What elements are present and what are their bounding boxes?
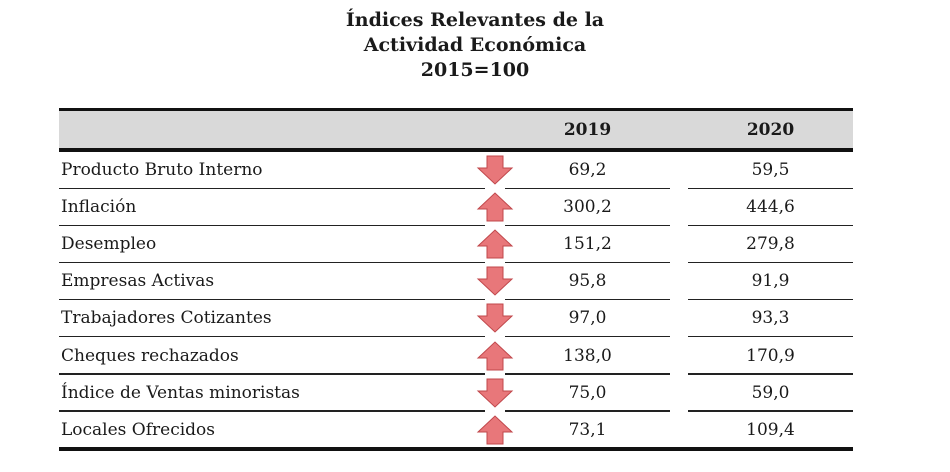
row-divider (59, 224, 485, 227)
row-label: Cheques rechazados (61, 345, 239, 366)
value-2020: 444,6 (746, 197, 795, 218)
value-2019: 73,1 (568, 419, 607, 440)
value-2019: 95,8 (568, 271, 607, 292)
row-divider (59, 373, 485, 375)
table-header: 2019 2020 (59, 111, 853, 149)
row-divider (505, 298, 670, 301)
row-label: Índice de Ventas minoristas (61, 382, 300, 403)
arrow-up-icon (475, 228, 515, 260)
value-2020: 91,9 (751, 271, 790, 292)
table-bottom-rule (59, 447, 853, 451)
row-divider (505, 224, 670, 227)
table-row: Índice de Ventas minoristas 75,0 59,0 (0, 375, 950, 412)
row-label: Inflación (61, 197, 137, 218)
row-label: Empresas Activas (61, 271, 215, 292)
table-row: Locales Ofrecidos 73,1 109,4 (0, 412, 950, 449)
row-divider (688, 298, 853, 301)
row-label: Desempleo (61, 234, 157, 255)
row-divider (688, 224, 853, 227)
arrow-down-icon (475, 154, 515, 186)
row-divider (505, 335, 670, 338)
row-divider (688, 187, 853, 189)
row-divider (59, 187, 485, 189)
value-2019: 138,0 (563, 345, 612, 366)
value-2019: 69,2 (568, 160, 607, 180)
row-divider (59, 335, 485, 338)
value-2019: 75,0 (568, 382, 607, 403)
arrow-up-icon (475, 191, 515, 223)
table-row: Producto Bruto Interno 69,2 59,5 (0, 152, 950, 189)
header-bottom-rule (59, 148, 853, 152)
table-title: Índices Relevantes de la Actividad Econó… (0, 8, 950, 83)
row-divider (59, 298, 485, 301)
table-row: Trabajadores Cotizantes 97,0 93,3 (0, 300, 950, 338)
value-2020: 109,4 (746, 419, 795, 440)
row-label: Locales Ofrecidos (61, 419, 216, 440)
arrow-up-icon (475, 414, 515, 446)
row-label: Producto Bruto Interno (61, 160, 263, 180)
table-row: Desempleo 151,2 279,8 (0, 226, 950, 264)
value-2020: 170,9 (746, 345, 795, 366)
value-2019: 151,2 (563, 234, 612, 255)
value-2020: 59,5 (751, 160, 790, 180)
arrow-down-icon (475, 377, 515, 409)
row-divider (505, 187, 670, 189)
table-top-rule (59, 108, 853, 111)
title-base-year: 2015=100 (420, 59, 530, 81)
row-divider (688, 261, 853, 264)
row-divider (688, 373, 853, 375)
value-2020: 93,3 (751, 308, 790, 329)
arrow-up-icon (475, 340, 515, 372)
table-row: Empresas Activas 95,8 91,9 (0, 263, 950, 301)
title-line-1: Índices Relevantes de la (345, 9, 605, 31)
column-header-2020: 2020 (746, 120, 795, 140)
value-2019: 97,0 (568, 308, 607, 329)
arrow-down-icon (475, 302, 515, 334)
arrow-down-icon (475, 265, 515, 297)
value-2019: 300,2 (563, 197, 612, 218)
value-2020: 279,8 (746, 234, 795, 255)
row-divider (505, 373, 670, 375)
title-line-2: Actividad Económica (363, 34, 587, 56)
row-divider (59, 261, 485, 264)
row-divider (688, 410, 853, 412)
row-divider (59, 410, 485, 412)
row-label: Trabajadores Cotizantes (61, 308, 272, 329)
value-2020: 59,0 (751, 382, 790, 403)
table-row: Inflación 300,2 444,6 (0, 189, 950, 227)
row-divider (505, 410, 670, 412)
row-divider (505, 261, 670, 264)
table-row: Cheques rechazados 138,0 170,9 (0, 338, 950, 375)
column-header-2019: 2019 (563, 120, 612, 140)
row-divider (688, 335, 853, 338)
